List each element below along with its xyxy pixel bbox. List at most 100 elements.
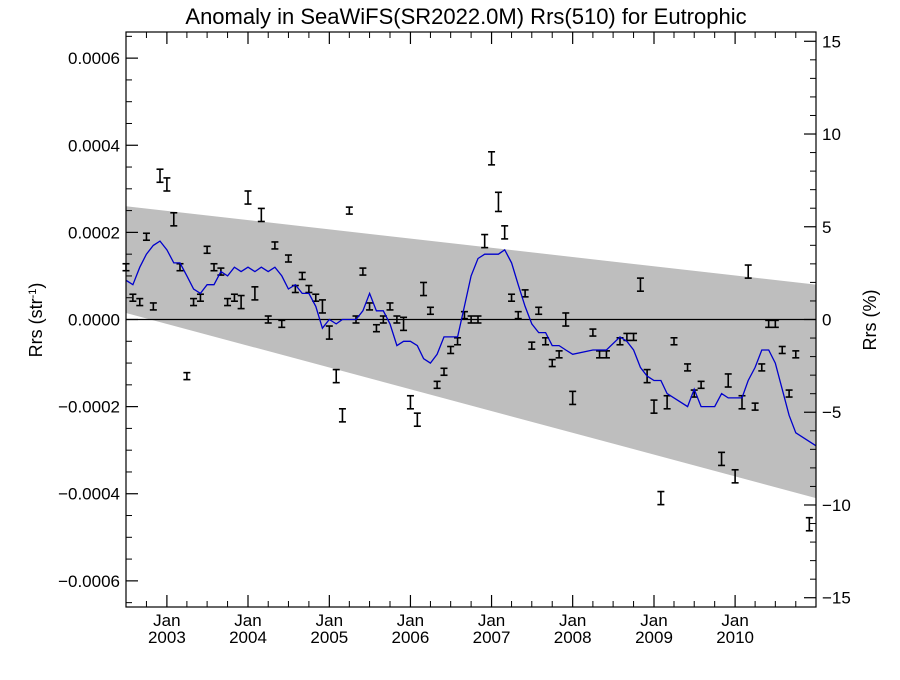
uncertainty-band xyxy=(126,206,816,499)
monthly-error-bar xyxy=(521,289,529,298)
monthly-error-bar xyxy=(481,233,489,249)
monthly-error-bar xyxy=(596,350,604,359)
monthly-error-bar xyxy=(589,328,597,337)
monthly-error-bar xyxy=(528,341,536,350)
monthly-error-bar xyxy=(406,394,414,410)
monthly-error-bar xyxy=(684,363,692,372)
monthly-error-bar xyxy=(332,368,340,384)
monthly-error-bar xyxy=(251,286,259,301)
x-tick-month-label: Jan xyxy=(153,611,180,630)
monthly-error-bar xyxy=(257,207,265,223)
monthly-error-bar xyxy=(440,367,448,377)
monthly-error-bar xyxy=(636,277,644,292)
monthly-error-bar xyxy=(325,325,333,340)
monthly-error-bar xyxy=(724,373,732,388)
monthly-error-bar xyxy=(170,211,178,227)
y-right-tick-label: −10 xyxy=(822,496,851,515)
monthly-error-bar xyxy=(338,407,346,423)
y-axis-left-label-main: Rrs (str xyxy=(26,298,46,357)
monthly-error-bar xyxy=(142,232,150,242)
y-left-tick-label: 0.0000 xyxy=(68,311,120,330)
monthly-error-bar xyxy=(136,297,144,307)
plot-area: 0.0006 0.0004 0.0002 0.0000 −0.0002 −0.0004 −0… xyxy=(58,31,851,647)
monthly-error-bar xyxy=(758,363,766,372)
x-tick-month-label: Jan xyxy=(721,611,748,630)
monthly-error-bar xyxy=(454,336,462,346)
monthly-error-bar xyxy=(366,302,374,311)
monthly-error-bar xyxy=(765,319,773,329)
monthly-error-bar xyxy=(298,271,306,281)
monthly-error-bar xyxy=(569,390,577,406)
monthly-error-bar xyxy=(771,319,779,329)
monthly-error-bar xyxy=(744,264,752,279)
monthly-error-bar xyxy=(196,293,204,303)
monthly-error-bar xyxy=(318,299,326,314)
y-axis-left-label: Rrs (str-1) xyxy=(26,283,46,358)
x-tick-year-label: 2008 xyxy=(554,628,592,647)
y-axis-left-label-close: ) xyxy=(26,283,46,289)
monthly-error-bar xyxy=(501,225,509,240)
monthly-error-bar xyxy=(785,389,793,398)
monthly-error-bar xyxy=(548,358,556,368)
monthly-error-bar xyxy=(264,315,272,324)
monthly-error-bar xyxy=(413,412,421,428)
y-left-tick-label: 0.0006 xyxy=(68,49,120,68)
monthly-error-bar xyxy=(467,315,475,324)
monthly-error-bar xyxy=(163,177,171,192)
x-tick-year-label: 2003 xyxy=(148,628,186,647)
monthly-error-bar xyxy=(630,332,638,342)
y-right-tick-label: −5 xyxy=(822,403,841,422)
monthly-error-bar xyxy=(718,451,726,467)
x-tick-month-label: Jan xyxy=(559,611,586,630)
monthly-error-bar xyxy=(535,306,543,316)
monthly-error-bar xyxy=(650,399,658,414)
x-tick-month-label: Jan xyxy=(640,611,667,630)
x-tick-year-label: 2005 xyxy=(310,628,348,647)
monthly-error-bar xyxy=(562,312,570,327)
monthly-error-bar xyxy=(230,293,238,303)
monthly-error-bar xyxy=(792,350,800,359)
monthly-error-bar xyxy=(203,245,211,255)
monthly-error-bar xyxy=(778,345,786,355)
monthly-error-bar xyxy=(514,310,522,320)
chart-title: Anomaly in SeaWiFS(SR2022.0M) Rrs(510) f… xyxy=(185,4,746,29)
monthly-error-bar xyxy=(400,316,408,332)
y-left-tick-label: −0.0002 xyxy=(58,398,120,417)
y-right-tick-label: −15 xyxy=(822,589,851,608)
monthly-error-bar xyxy=(244,190,252,205)
monthly-error-bar xyxy=(670,336,678,346)
monthly-error-bar xyxy=(433,380,441,390)
monthly-error-bar xyxy=(156,168,164,184)
monthly-error-bar xyxy=(447,345,455,355)
monthly-error-bar xyxy=(345,206,353,215)
monthly-error-bar xyxy=(359,267,367,276)
monthly-error-bar xyxy=(183,371,191,381)
monthly-error-bar xyxy=(190,297,198,307)
monthly-error-bar xyxy=(555,350,563,359)
x-tick-month-label: Jan xyxy=(316,611,343,630)
monthly-error-bar xyxy=(488,150,496,166)
y-left-tick-label: −0.0004 xyxy=(58,485,120,504)
x-tick-month-label: Jan xyxy=(478,611,505,630)
monthly-error-bar xyxy=(372,323,380,333)
monthly-error-bar xyxy=(271,241,279,250)
y-right-tick-label: 15 xyxy=(822,32,841,51)
monthly-error-bar xyxy=(697,380,705,390)
y-right-tick-label: 0 xyxy=(822,311,831,330)
monthly-error-bar xyxy=(420,281,428,297)
monthly-error-bar xyxy=(426,306,434,316)
y-axis-left-label-sup: -1 xyxy=(27,289,39,299)
monthly-error-bar xyxy=(494,191,502,213)
smoothed-line xyxy=(125,240,817,447)
y-left-tick-label: −0.0006 xyxy=(58,572,120,591)
y-axis-right-label: Rrs (%) xyxy=(860,290,880,351)
x-tick-year-label: 2004 xyxy=(229,628,267,647)
x-tick-month-label: Jan xyxy=(234,611,261,630)
monthly-error-bar xyxy=(284,254,292,263)
monthly-error-bar xyxy=(305,284,313,294)
y-right-tick-label: 5 xyxy=(822,218,831,237)
monthly-error-bar xyxy=(731,468,739,484)
monthly-error-bar xyxy=(237,294,245,310)
